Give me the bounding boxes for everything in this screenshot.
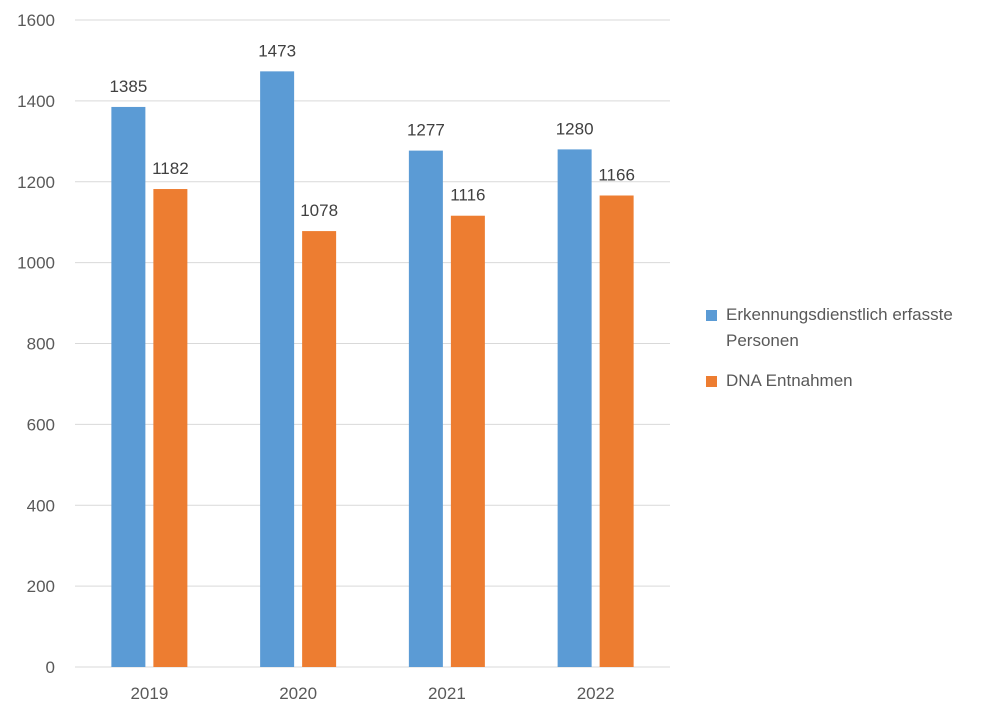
- data-label-2022-series-0: 1280: [556, 119, 594, 138]
- data-label-2021-series-0: 1277: [407, 121, 445, 140]
- y-tick-label: 0: [46, 658, 55, 677]
- y-tick-label: 1200: [17, 173, 55, 192]
- bar-2022-series-1: [599, 195, 634, 667]
- legend-label-erkennungsdienstlich: Erkennungsdienstlich erfasste Personen: [726, 305, 953, 350]
- legend-label-dna-entnahmen: DNA Entnahmen: [726, 371, 853, 390]
- bar-2020-series-0: [260, 71, 295, 668]
- y-tick-label: 400: [27, 496, 55, 515]
- legend: Erkennungsdienstlich erfasste Personen D…: [706, 302, 991, 408]
- data-label-2019-series-1: 1182: [152, 159, 189, 178]
- y-axis-ticks: 0 200 400 600 800 1000 1200 1400 1600: [17, 11, 55, 677]
- data-label-2021-series-1: 1116: [450, 186, 485, 205]
- x-axis-ticks: 2019 2020 2021 2022: [130, 684, 614, 703]
- legend-item-dna-entnahmen: DNA Entnahmen: [706, 368, 991, 394]
- data-label-2022-series-1: 1166: [598, 165, 635, 184]
- bar-2021-series-0: [408, 150, 443, 667]
- y-tick-label: 600: [27, 415, 55, 434]
- data-label-2020-series-0: 1473: [258, 41, 296, 60]
- bar-2021-series-1: [450, 215, 485, 667]
- y-tick-label: 800: [27, 335, 55, 354]
- data-label-2020-series-1: 1078: [300, 201, 338, 220]
- legend-swatch-dna-entnahmen: [706, 376, 717, 387]
- y-tick-label: 1600: [17, 11, 55, 30]
- bar-2020-series-1: [302, 231, 337, 668]
- x-tick-label-2019: 2019: [130, 684, 168, 703]
- legend-item-erkennungsdienstlich: Erkennungsdienstlich erfasste Personen: [706, 302, 991, 354]
- x-tick-label-2020: 2020: [279, 684, 317, 703]
- bars: [111, 71, 634, 668]
- bar-2022-series-0: [557, 149, 592, 667]
- x-tick-label-2022: 2022: [577, 684, 615, 703]
- y-tick-label: 200: [27, 577, 55, 596]
- bar-2019-series-0: [111, 106, 146, 668]
- legend-swatch-erkennungsdienstlich: [706, 310, 717, 321]
- x-tick-label-2021: 2021: [428, 684, 466, 703]
- data-label-2019-series-0: 1385: [109, 77, 147, 96]
- y-tick-label: 1400: [17, 92, 55, 111]
- bar-2019-series-1: [153, 189, 188, 667]
- y-tick-label: 1000: [17, 254, 55, 273]
- data-labels: 1385 1182 1473 1078 1277 1116 1280 1166: [109, 41, 634, 220]
